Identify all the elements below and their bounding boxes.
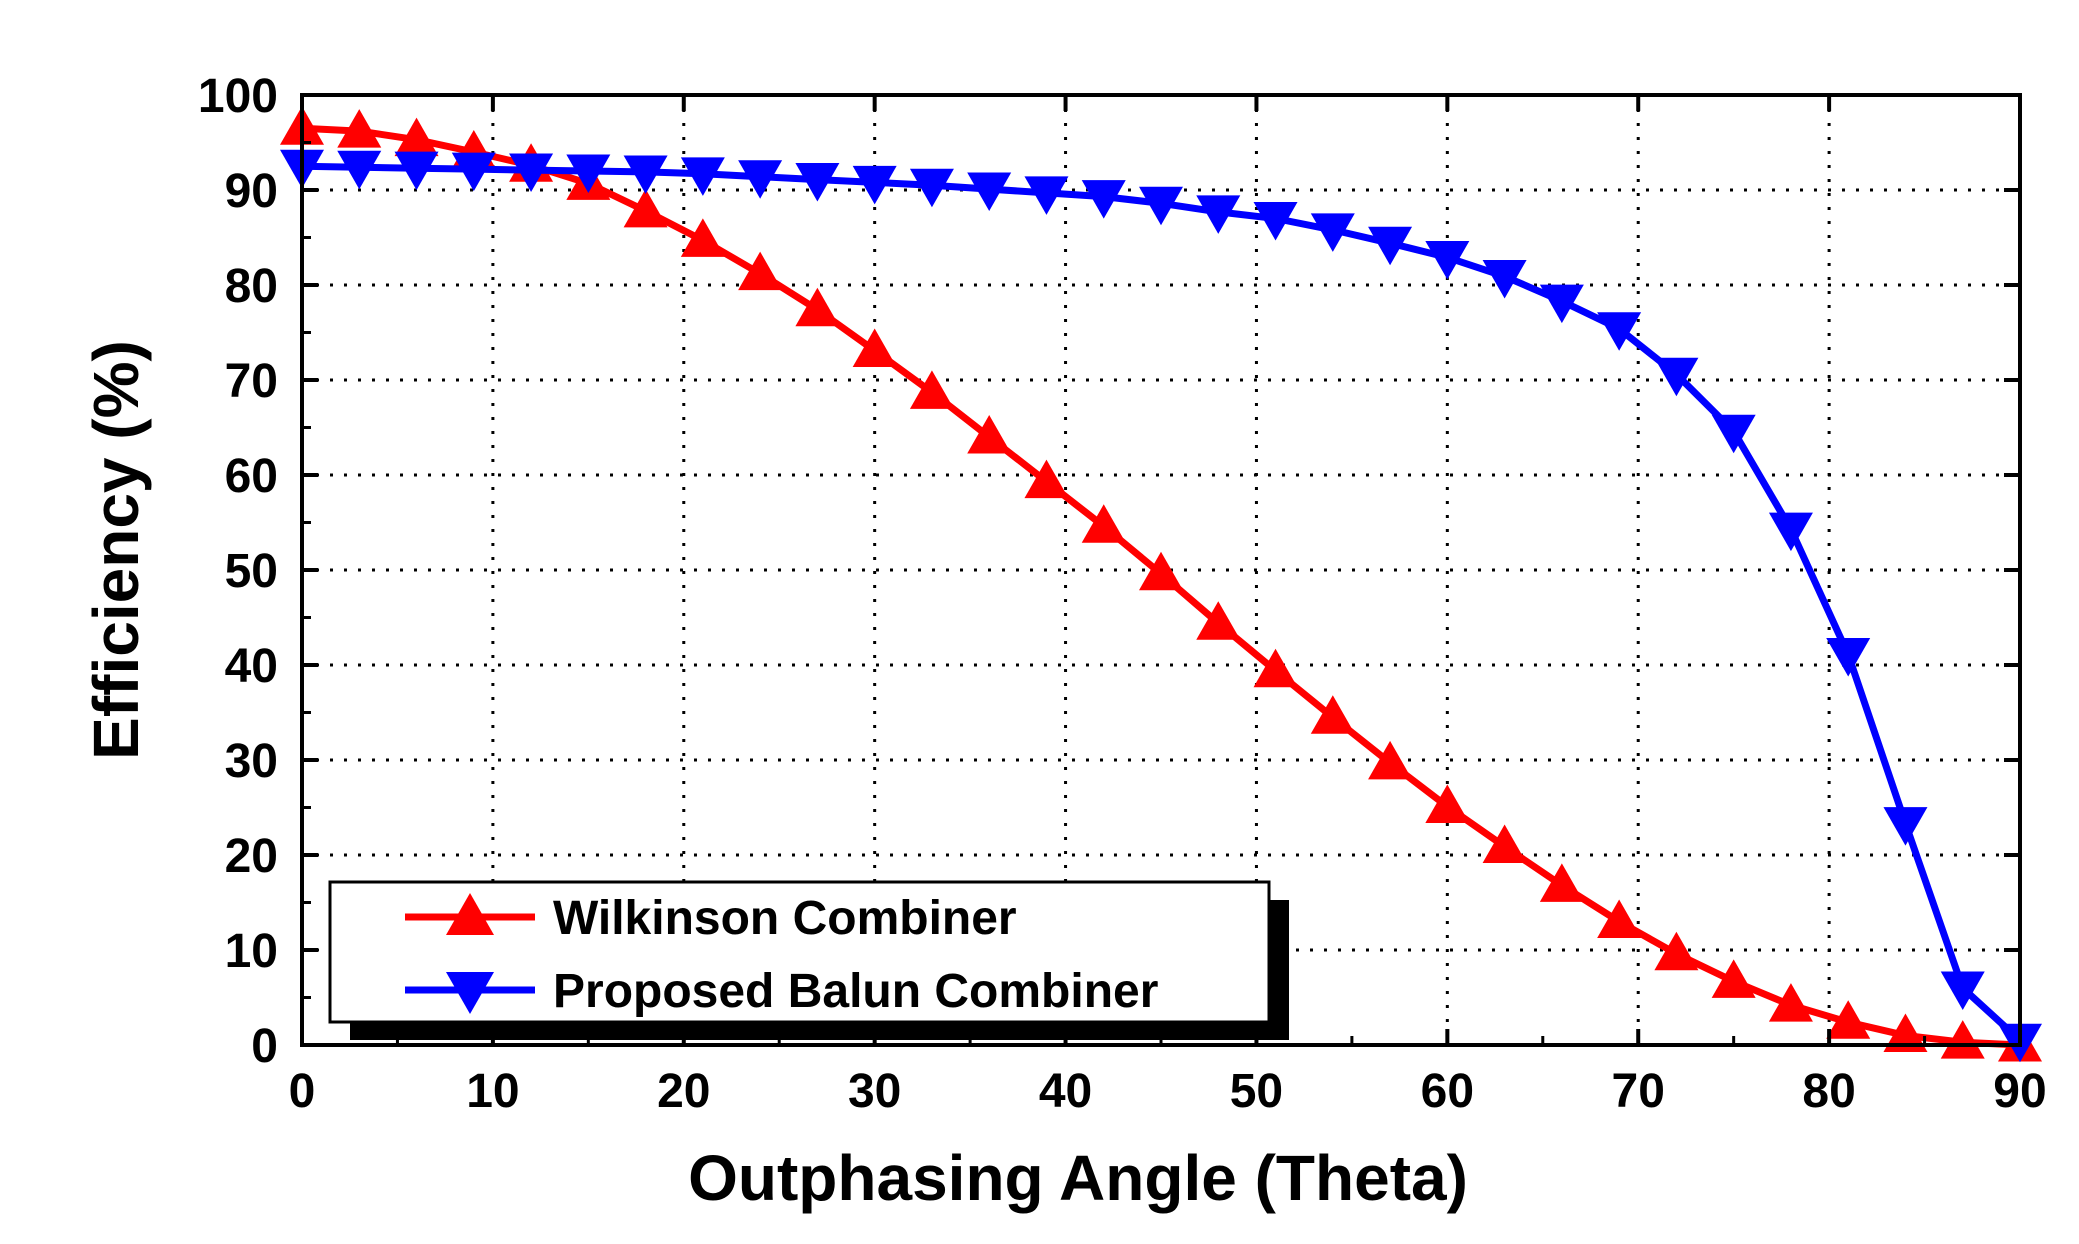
- data-point: [394, 151, 439, 191]
- data-point: [909, 168, 954, 208]
- tick-labels: 0 10 20 30 40 50 60 70 80 90 0 10 20 30 40 50 60 70 80 90 10…: [198, 70, 2047, 1118]
- data-point: [1883, 807, 1928, 846]
- data-point: [1310, 213, 1355, 252]
- x-tick-label: 10: [466, 1065, 519, 1118]
- x-tick-label: 90: [1993, 1065, 2046, 1118]
- y-tick-label: 10: [225, 925, 278, 978]
- data-point: [795, 163, 840, 202]
- data-point: [1711, 414, 1756, 454]
- data-point: [738, 251, 783, 291]
- y-axis-title: Efficiency (%): [80, 340, 152, 760]
- data-point: [1482, 259, 1527, 299]
- data-point: [1768, 983, 1813, 1022]
- series-layer: [280, 106, 2042, 1063]
- y-tick-label: 20: [225, 830, 278, 883]
- y-tick-label: 80: [225, 260, 278, 313]
- y-tick-label: 90: [225, 165, 278, 218]
- x-tick-label: 50: [1230, 1065, 1283, 1118]
- data-point: [738, 160, 783, 199]
- data-point: [1139, 186, 1183, 226]
- data-point: [1768, 512, 1813, 552]
- data-point: [1425, 784, 1470, 824]
- data-point: [1711, 959, 1756, 998]
- data-point: [967, 172, 1012, 212]
- data-point: [509, 153, 554, 193]
- y-tick-label: 40: [225, 640, 278, 693]
- data-point: [1940, 971, 1985, 1010]
- legend-item: Wilkinson Combiner: [405, 892, 1017, 945]
- y-tick-label: 70: [225, 355, 278, 408]
- data-point: [1081, 180, 1126, 219]
- data-point: [680, 157, 725, 196]
- data-point: [337, 150, 382, 190]
- x-tick-label: 0: [289, 1065, 316, 1118]
- data-point: [1196, 195, 1241, 234]
- data-point: [623, 155, 668, 194]
- data-point: [1368, 740, 1413, 780]
- data-point: [852, 328, 897, 368]
- series-1: [280, 149, 2042, 1063]
- data-point: [1826, 638, 1871, 677]
- data-point: [1482, 824, 1527, 863]
- data-point: [1253, 202, 1298, 241]
- ticks: [300, 93, 2022, 1047]
- x-tick-label: 80: [1802, 1065, 1855, 1118]
- legend-marker: [446, 893, 494, 935]
- y-tick-label: 50: [225, 545, 278, 598]
- data-point: [795, 287, 840, 327]
- data-point: [1368, 226, 1413, 266]
- legend-marker: [446, 972, 494, 1014]
- data-point: [1253, 648, 1298, 688]
- x-tick-label: 30: [848, 1065, 901, 1118]
- data-point: [337, 109, 382, 148]
- data-point: [1826, 1000, 1871, 1039]
- x-tick-label: 20: [657, 1065, 710, 1118]
- x-tick-label: 70: [1612, 1065, 1665, 1118]
- legend: Wilkinson Combiner Proposed Balun Combine…: [328, 880, 1289, 1040]
- x-tick-label: 40: [1039, 1065, 1092, 1118]
- data-point: [967, 415, 1012, 454]
- legend-box: [328, 880, 1271, 1024]
- data-point: [1597, 899, 1642, 938]
- y-tick-label: 0: [251, 1020, 278, 1073]
- data-point: [394, 117, 439, 157]
- data-point: [1539, 863, 1584, 902]
- data-point: [1081, 504, 1126, 543]
- legend-label: Wilkinson Combiner: [553, 892, 1017, 945]
- data-point: [566, 154, 611, 193]
- data-point: [1654, 931, 1699, 971]
- data-point: [1425, 240, 1470, 280]
- data-point: [1196, 601, 1241, 640]
- data-point: [1654, 357, 1699, 397]
- data-point: [1024, 176, 1069, 215]
- data-point: [1539, 284, 1584, 324]
- x-tick-label: 60: [1421, 1065, 1474, 1118]
- y-tick-label: 30: [225, 735, 278, 788]
- data-point: [1139, 551, 1183, 591]
- data-point: [852, 165, 897, 205]
- data-point: [451, 152, 496, 192]
- y-tick-label: 100: [198, 70, 278, 123]
- data-point: [909, 370, 954, 409]
- data-point: [1310, 695, 1355, 734]
- x-axis-title: Outphasing Angle (Theta): [688, 1142, 1468, 1214]
- data-point: [1940, 1020, 1985, 1059]
- data-point: [1597, 312, 1642, 351]
- y-tick-label: 60: [225, 450, 278, 503]
- data-point: [1883, 1013, 1928, 1052]
- legend-item: Proposed Balun Combiner: [405, 965, 1158, 1018]
- data-point: [680, 218, 725, 257]
- data-point: [623, 188, 668, 228]
- legend-items: Wilkinson Combiner Proposed Balun Combine…: [405, 892, 1158, 1018]
- data-point: [1024, 459, 1069, 499]
- legend-label: Proposed Balun Combiner: [553, 965, 1158, 1018]
